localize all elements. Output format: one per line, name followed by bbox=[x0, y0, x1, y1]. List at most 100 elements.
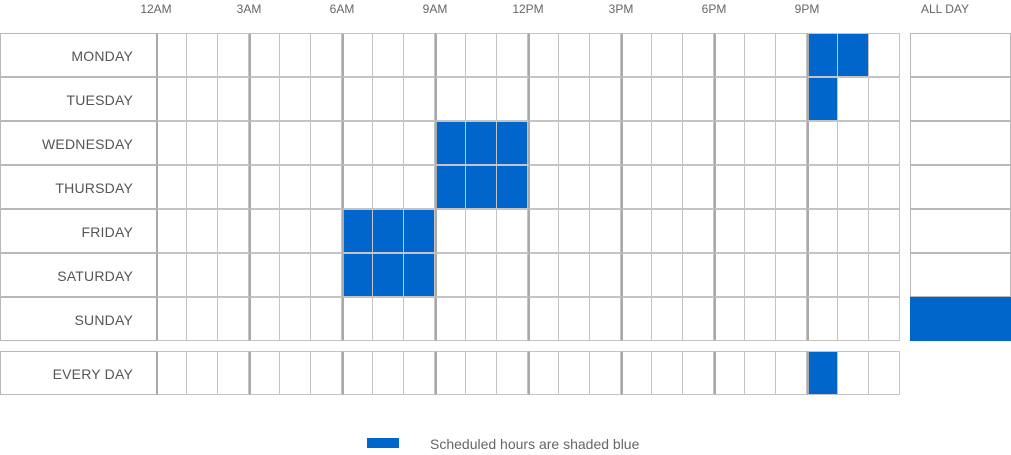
hour-cell[interactable] bbox=[280, 121, 311, 165]
hour-cell[interactable] bbox=[497, 253, 528, 297]
hour-cell[interactable] bbox=[528, 33, 559, 77]
hour-cell[interactable] bbox=[807, 351, 838, 395]
hour-cell[interactable] bbox=[590, 77, 621, 121]
hour-cell[interactable] bbox=[652, 297, 683, 341]
hour-cell[interactable] bbox=[404, 77, 435, 121]
hour-cell[interactable] bbox=[218, 33, 249, 77]
hour-cell[interactable] bbox=[280, 209, 311, 253]
hour-cell[interactable] bbox=[373, 33, 404, 77]
hour-cell[interactable] bbox=[497, 33, 528, 77]
hour-cell[interactable] bbox=[714, 297, 745, 341]
all-day-cell[interactable] bbox=[910, 77, 1011, 121]
hour-cell[interactable] bbox=[435, 165, 466, 209]
hour-cell[interactable] bbox=[621, 33, 652, 77]
hour-cell[interactable] bbox=[497, 209, 528, 253]
hour-cell[interactable] bbox=[776, 77, 807, 121]
all-day-cell[interactable] bbox=[910, 297, 1011, 341]
hour-cell[interactable] bbox=[869, 297, 900, 341]
hour-cell[interactable] bbox=[838, 209, 869, 253]
hour-cell[interactable] bbox=[404, 33, 435, 77]
hour-cell[interactable] bbox=[714, 33, 745, 77]
hour-cell[interactable] bbox=[621, 165, 652, 209]
hour-cell[interactable] bbox=[218, 165, 249, 209]
hour-cell[interactable] bbox=[776, 209, 807, 253]
hour-cell[interactable] bbox=[404, 121, 435, 165]
hour-cell[interactable] bbox=[156, 165, 187, 209]
hour-cell[interactable] bbox=[280, 297, 311, 341]
hour-cell[interactable] bbox=[218, 209, 249, 253]
hour-cell[interactable] bbox=[280, 165, 311, 209]
hour-cell[interactable] bbox=[776, 253, 807, 297]
hour-cell[interactable] bbox=[745, 297, 776, 341]
hour-cell[interactable] bbox=[714, 165, 745, 209]
hour-cell[interactable] bbox=[311, 253, 342, 297]
hour-cell[interactable] bbox=[156, 351, 187, 395]
hour-cell[interactable] bbox=[187, 297, 218, 341]
hour-cell[interactable] bbox=[559, 33, 590, 77]
hour-cell[interactable] bbox=[435, 253, 466, 297]
hour-cell[interactable] bbox=[714, 77, 745, 121]
hour-cell[interactable] bbox=[559, 253, 590, 297]
hour-cell[interactable] bbox=[280, 77, 311, 121]
hour-cell[interactable] bbox=[218, 351, 249, 395]
hour-cell[interactable] bbox=[156, 297, 187, 341]
hour-cell[interactable] bbox=[652, 33, 683, 77]
hour-cell[interactable] bbox=[590, 253, 621, 297]
hour-cell[interactable] bbox=[466, 121, 497, 165]
hour-cell[interactable] bbox=[435, 209, 466, 253]
all-day-cell[interactable] bbox=[910, 33, 1011, 77]
hour-cell[interactable] bbox=[590, 121, 621, 165]
hour-cell[interactable] bbox=[342, 351, 373, 395]
hour-cell[interactable] bbox=[776, 33, 807, 77]
hour-cell[interactable] bbox=[559, 165, 590, 209]
hour-cell[interactable] bbox=[311, 33, 342, 77]
hour-cell[interactable] bbox=[342, 33, 373, 77]
hour-cell[interactable] bbox=[807, 33, 838, 77]
hour-cell[interactable] bbox=[280, 351, 311, 395]
hour-cell[interactable] bbox=[342, 209, 373, 253]
hour-cell[interactable] bbox=[218, 77, 249, 121]
hour-cell[interactable] bbox=[559, 77, 590, 121]
hour-cell[interactable] bbox=[311, 165, 342, 209]
hour-cell[interactable] bbox=[838, 33, 869, 77]
hour-cell[interactable] bbox=[280, 253, 311, 297]
hour-cell[interactable] bbox=[528, 121, 559, 165]
hour-cell[interactable] bbox=[652, 209, 683, 253]
hour-cell[interactable] bbox=[683, 209, 714, 253]
hour-cell[interactable] bbox=[466, 351, 497, 395]
hour-cell[interactable] bbox=[311, 121, 342, 165]
hour-cell[interactable] bbox=[342, 297, 373, 341]
hour-cell[interactable] bbox=[311, 351, 342, 395]
hour-cell[interactable] bbox=[745, 121, 776, 165]
hour-cell[interactable] bbox=[528, 253, 559, 297]
all-day-cell[interactable] bbox=[910, 253, 1011, 297]
hour-cell[interactable] bbox=[807, 165, 838, 209]
hour-cell[interactable] bbox=[776, 351, 807, 395]
hour-cell[interactable] bbox=[528, 351, 559, 395]
hour-cell[interactable] bbox=[342, 121, 373, 165]
hour-cell[interactable] bbox=[807, 209, 838, 253]
hour-cell[interactable] bbox=[187, 253, 218, 297]
hour-cell[interactable] bbox=[156, 77, 187, 121]
hour-cell[interactable] bbox=[652, 165, 683, 209]
hour-cell[interactable] bbox=[156, 253, 187, 297]
hour-cell[interactable] bbox=[404, 297, 435, 341]
hour-cell[interactable] bbox=[745, 209, 776, 253]
hour-cell[interactable] bbox=[342, 165, 373, 209]
hour-cell[interactable] bbox=[342, 253, 373, 297]
hour-cell[interactable] bbox=[187, 165, 218, 209]
hour-cell[interactable] bbox=[838, 351, 869, 395]
hour-cell[interactable] bbox=[652, 253, 683, 297]
hour-cell[interactable] bbox=[497, 351, 528, 395]
hour-cell[interactable] bbox=[869, 77, 900, 121]
hour-cell[interactable] bbox=[745, 351, 776, 395]
hour-cell[interactable] bbox=[528, 77, 559, 121]
hour-cell[interactable] bbox=[745, 77, 776, 121]
hour-cell[interactable] bbox=[249, 165, 280, 209]
hour-cell[interactable] bbox=[683, 165, 714, 209]
hour-cell[interactable] bbox=[187, 121, 218, 165]
hour-cell[interactable] bbox=[249, 33, 280, 77]
hour-cell[interactable] bbox=[869, 33, 900, 77]
hour-cell[interactable] bbox=[373, 209, 404, 253]
hour-cell[interactable] bbox=[683, 77, 714, 121]
